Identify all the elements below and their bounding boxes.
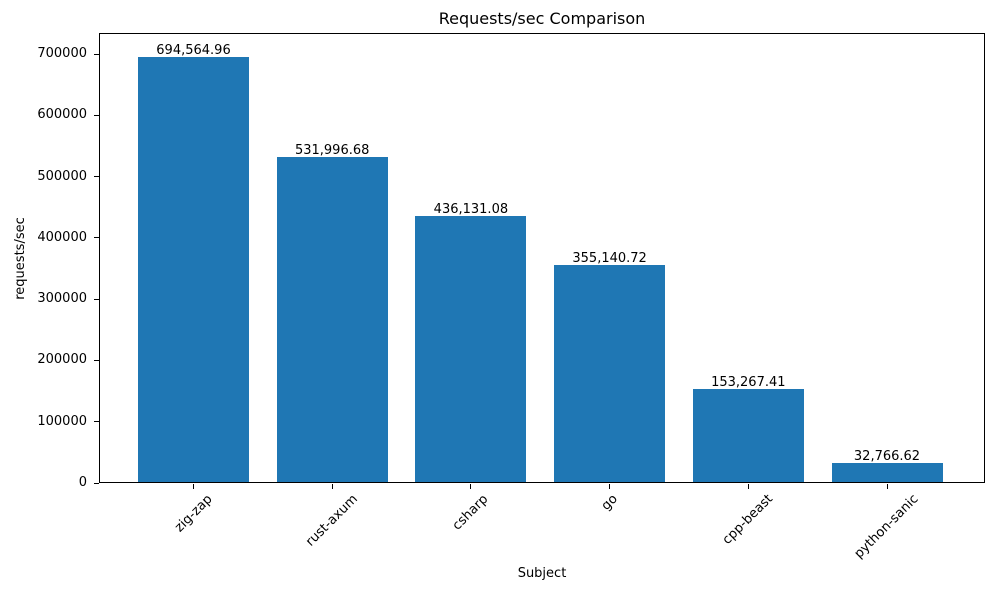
y-tick-label: 600000: [37, 107, 87, 123]
x-tick-label: cpp-beast: [720, 491, 777, 549]
y-tick-label: 300000: [37, 291, 87, 307]
x-tick-mark: [193, 484, 194, 489]
y-axis-label: requests/sec: [12, 216, 28, 300]
bar-value-label: 32,766.62: [853, 448, 921, 464]
y-tick-label: 200000: [37, 352, 87, 368]
y-tick-mark: [94, 482, 99, 484]
x-tick-mark: [747, 484, 749, 489]
bar-value-label: 355,140.72: [572, 251, 647, 267]
x-tick-mark: [609, 484, 611, 489]
x-tick-mark: [331, 484, 333, 489]
bar-value-label: 153,267.41: [711, 375, 786, 391]
x-tick-label: go: [598, 491, 621, 514]
x-tick-label: rust-axum: [302, 492, 361, 550]
bar-value-label: 531,996.68: [294, 142, 370, 158]
y-tick-mark: [94, 53, 99, 55]
bar-rust-axum: [276, 156, 388, 483]
bar-csharp: [415, 215, 527, 483]
y-tick-mark: [94, 176, 99, 178]
bar-cpp-beast: [692, 389, 804, 483]
x-tick-mark: [470, 484, 472, 489]
y-tick-mark: [94, 114, 99, 116]
bar-value-label: 436,131.08: [433, 201, 509, 217]
x-tick-label: python-sanic: [851, 492, 922, 562]
chart-title: Requests/sec Comparison: [438, 9, 646, 28]
x-tick-label: csharp: [449, 492, 492, 534]
x-tick-label: zig-zap: [171, 491, 216, 536]
y-tick-label: 500000: [37, 168, 87, 184]
y-tick-mark: [94, 237, 99, 239]
bar-zig-zap: [138, 57, 249, 483]
bar-python-sanic: [831, 462, 943, 483]
x-tick-mark: [886, 484, 888, 489]
y-tick-label: 0: [78, 475, 87, 490]
bar-go: [554, 265, 666, 483]
bar-value-label: 694,564.96: [156, 43, 231, 59]
y-tick-mark: [94, 359, 99, 361]
y-tick-mark: [94, 298, 99, 300]
y-tick-label: 700000: [37, 46, 87, 61]
y-tick-mark: [94, 421, 99, 423]
y-tick-label: 100000: [37, 413, 87, 429]
x-axis-label: Subject: [517, 566, 567, 581]
y-tick-label: 400000: [37, 229, 87, 245]
y-axis-label-container: requests/sec: [8, 33, 32, 483]
